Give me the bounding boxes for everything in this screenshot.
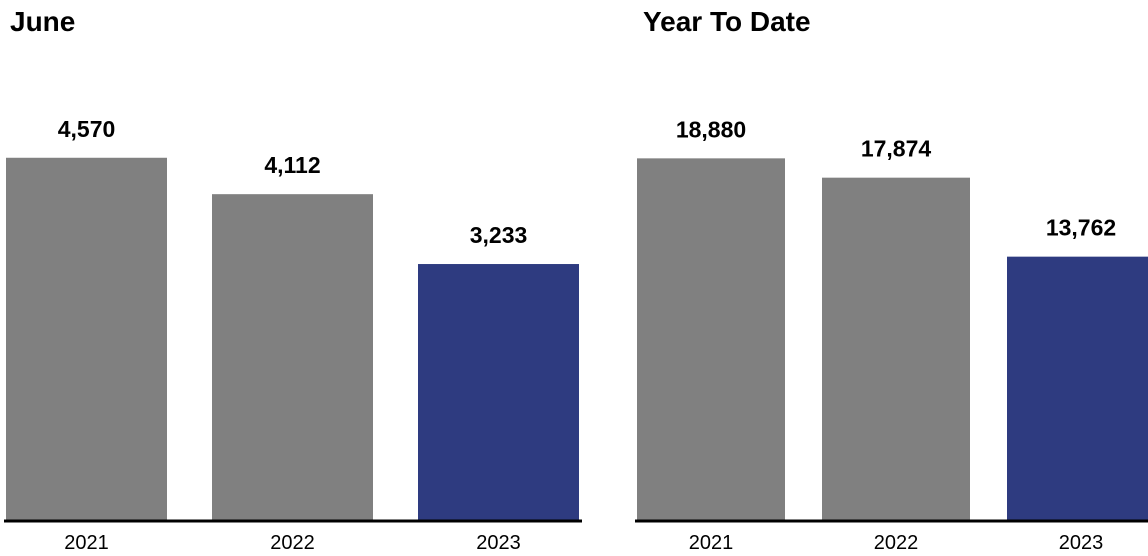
ytd-panel: Year To Date 18,880 17,874 13,762 2021 2022… xyxy=(635,6,1148,554)
ytd-tick-labels: 2021 2022 2023 xyxy=(689,532,1104,554)
june-bar-2023 xyxy=(418,264,579,521)
june-value-labels: 4,570 4,112 3,233 xyxy=(58,116,528,248)
ytd-bar-2023 xyxy=(1007,256,1148,521)
ytd-panel-title: Year To Date xyxy=(643,6,811,37)
ytd-value-labels: 18,880 17,874 13,762 xyxy=(676,116,1116,240)
june-bar-2022 xyxy=(212,194,373,521)
ytd-value-label-2023: 13,762 xyxy=(1046,215,1116,241)
june-value-label-2023: 3,233 xyxy=(470,222,528,248)
june-panel-title: June xyxy=(10,6,75,37)
june-value-label-2021: 4,570 xyxy=(58,116,116,142)
june-tick-label-2023: 2023 xyxy=(476,532,521,554)
june-tick-label-2022: 2022 xyxy=(270,532,315,554)
june-panel: June 4,570 4,112 3,233 2021 2022 2023 xyxy=(4,6,582,554)
ytd-bars xyxy=(637,158,1148,521)
ytd-tick-label-2022: 2022 xyxy=(874,532,919,554)
ytd-value-label-2022: 17,874 xyxy=(861,136,932,162)
june-value-label-2022: 4,112 xyxy=(264,152,320,178)
ytd-tick-label-2023: 2023 xyxy=(1059,532,1104,554)
june-tick-label-2021: 2021 xyxy=(64,532,109,554)
ytd-value-label-2021: 18,880 xyxy=(676,116,746,142)
june-bar-2021 xyxy=(6,157,167,521)
ytd-bar-2022 xyxy=(822,177,970,521)
ytd-tick-label-2021: 2021 xyxy=(689,532,734,554)
june-bars xyxy=(6,157,579,521)
ytd-bar-2021 xyxy=(637,158,785,521)
june-tick-labels: 2021 2022 2023 xyxy=(64,532,521,554)
